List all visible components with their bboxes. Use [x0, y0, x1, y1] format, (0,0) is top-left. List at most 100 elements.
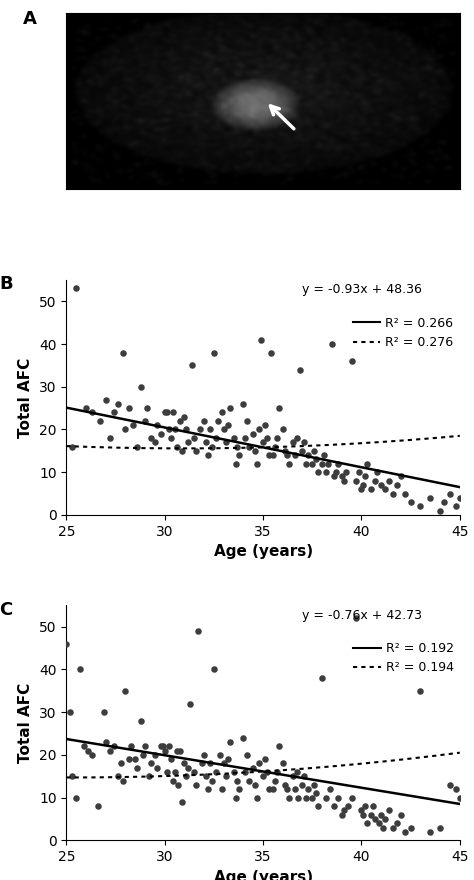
Point [273, 431, 281, 445]
Point [80, 739, 88, 753]
Point [281, 778, 289, 792]
Point [165, 422, 173, 436]
Point [224, 418, 231, 432]
Point [234, 439, 241, 453]
Point [334, 790, 342, 804]
Y-axis label: Total AFC: Total AFC [18, 357, 34, 437]
Point [401, 825, 409, 839]
Point [377, 478, 385, 492]
Point [145, 769, 153, 783]
Point [360, 808, 367, 822]
Point [254, 457, 261, 471]
Point [194, 624, 202, 638]
Point [407, 495, 414, 510]
Point [318, 671, 326, 685]
Point [259, 769, 267, 783]
Point [338, 469, 346, 483]
Point [202, 436, 210, 450]
Point [133, 760, 141, 774]
Point [407, 820, 414, 834]
Point [141, 414, 149, 428]
Point [314, 799, 322, 813]
Point [385, 803, 393, 818]
Point [102, 392, 109, 407]
Point [381, 812, 389, 826]
Point [232, 790, 239, 804]
X-axis label: Age (years): Age (years) [213, 544, 313, 559]
Point [246, 774, 253, 788]
Point [261, 752, 269, 766]
Point [263, 765, 271, 779]
Point [182, 422, 190, 436]
Point [224, 752, 231, 766]
Point [242, 765, 249, 779]
Point [374, 466, 381, 480]
Point [332, 466, 340, 480]
Point [68, 439, 76, 453]
Point [122, 422, 129, 436]
Point [202, 769, 210, 783]
Point [362, 469, 369, 483]
Point [161, 406, 169, 420]
Point [204, 448, 212, 462]
Point [163, 406, 171, 420]
Point [302, 457, 310, 471]
Text: y = -0.93x + 48.36: y = -0.93x + 48.36 [302, 283, 422, 297]
Point [119, 774, 127, 788]
Point [310, 778, 318, 792]
Point [271, 774, 279, 788]
Point [360, 478, 367, 492]
Point [126, 752, 133, 766]
Point [356, 466, 363, 480]
Point [393, 478, 401, 492]
Point [364, 817, 371, 831]
Point [348, 790, 356, 804]
Point [456, 491, 464, 505]
Point [281, 444, 289, 458]
Point [110, 406, 118, 420]
Point [309, 457, 316, 471]
Point [153, 418, 161, 432]
Point [312, 452, 320, 466]
Point [301, 436, 308, 450]
Point [82, 401, 90, 415]
Point [153, 760, 161, 774]
Point [314, 466, 322, 480]
Point [114, 397, 121, 411]
X-axis label: Age (years): Age (years) [213, 869, 313, 880]
Point [326, 782, 334, 796]
Point [200, 748, 208, 762]
Point [198, 757, 206, 771]
Point [236, 448, 243, 462]
Point [119, 346, 127, 360]
Point [200, 414, 208, 428]
Text: B: B [0, 275, 13, 293]
Point [191, 431, 198, 445]
Point [230, 765, 237, 779]
Point [151, 436, 159, 450]
Point [100, 705, 108, 719]
Legend: R² = 0.266, R² = 0.276: R² = 0.266, R² = 0.276 [353, 317, 454, 349]
Point [372, 812, 379, 826]
Point [452, 499, 460, 513]
Point [66, 705, 74, 719]
Point [182, 769, 190, 783]
Point [165, 739, 173, 753]
Point [295, 790, 302, 804]
Point [186, 697, 194, 711]
Point [106, 431, 113, 445]
Point [275, 401, 283, 415]
Point [184, 760, 192, 774]
Point [328, 337, 336, 351]
Point [196, 422, 204, 436]
Point [342, 466, 349, 480]
Point [401, 487, 409, 501]
Point [446, 487, 454, 501]
Point [299, 778, 306, 792]
Point [73, 790, 80, 804]
Point [161, 744, 169, 758]
Point [397, 808, 405, 822]
Point [417, 499, 424, 513]
Point [436, 820, 444, 834]
Point [344, 799, 351, 813]
